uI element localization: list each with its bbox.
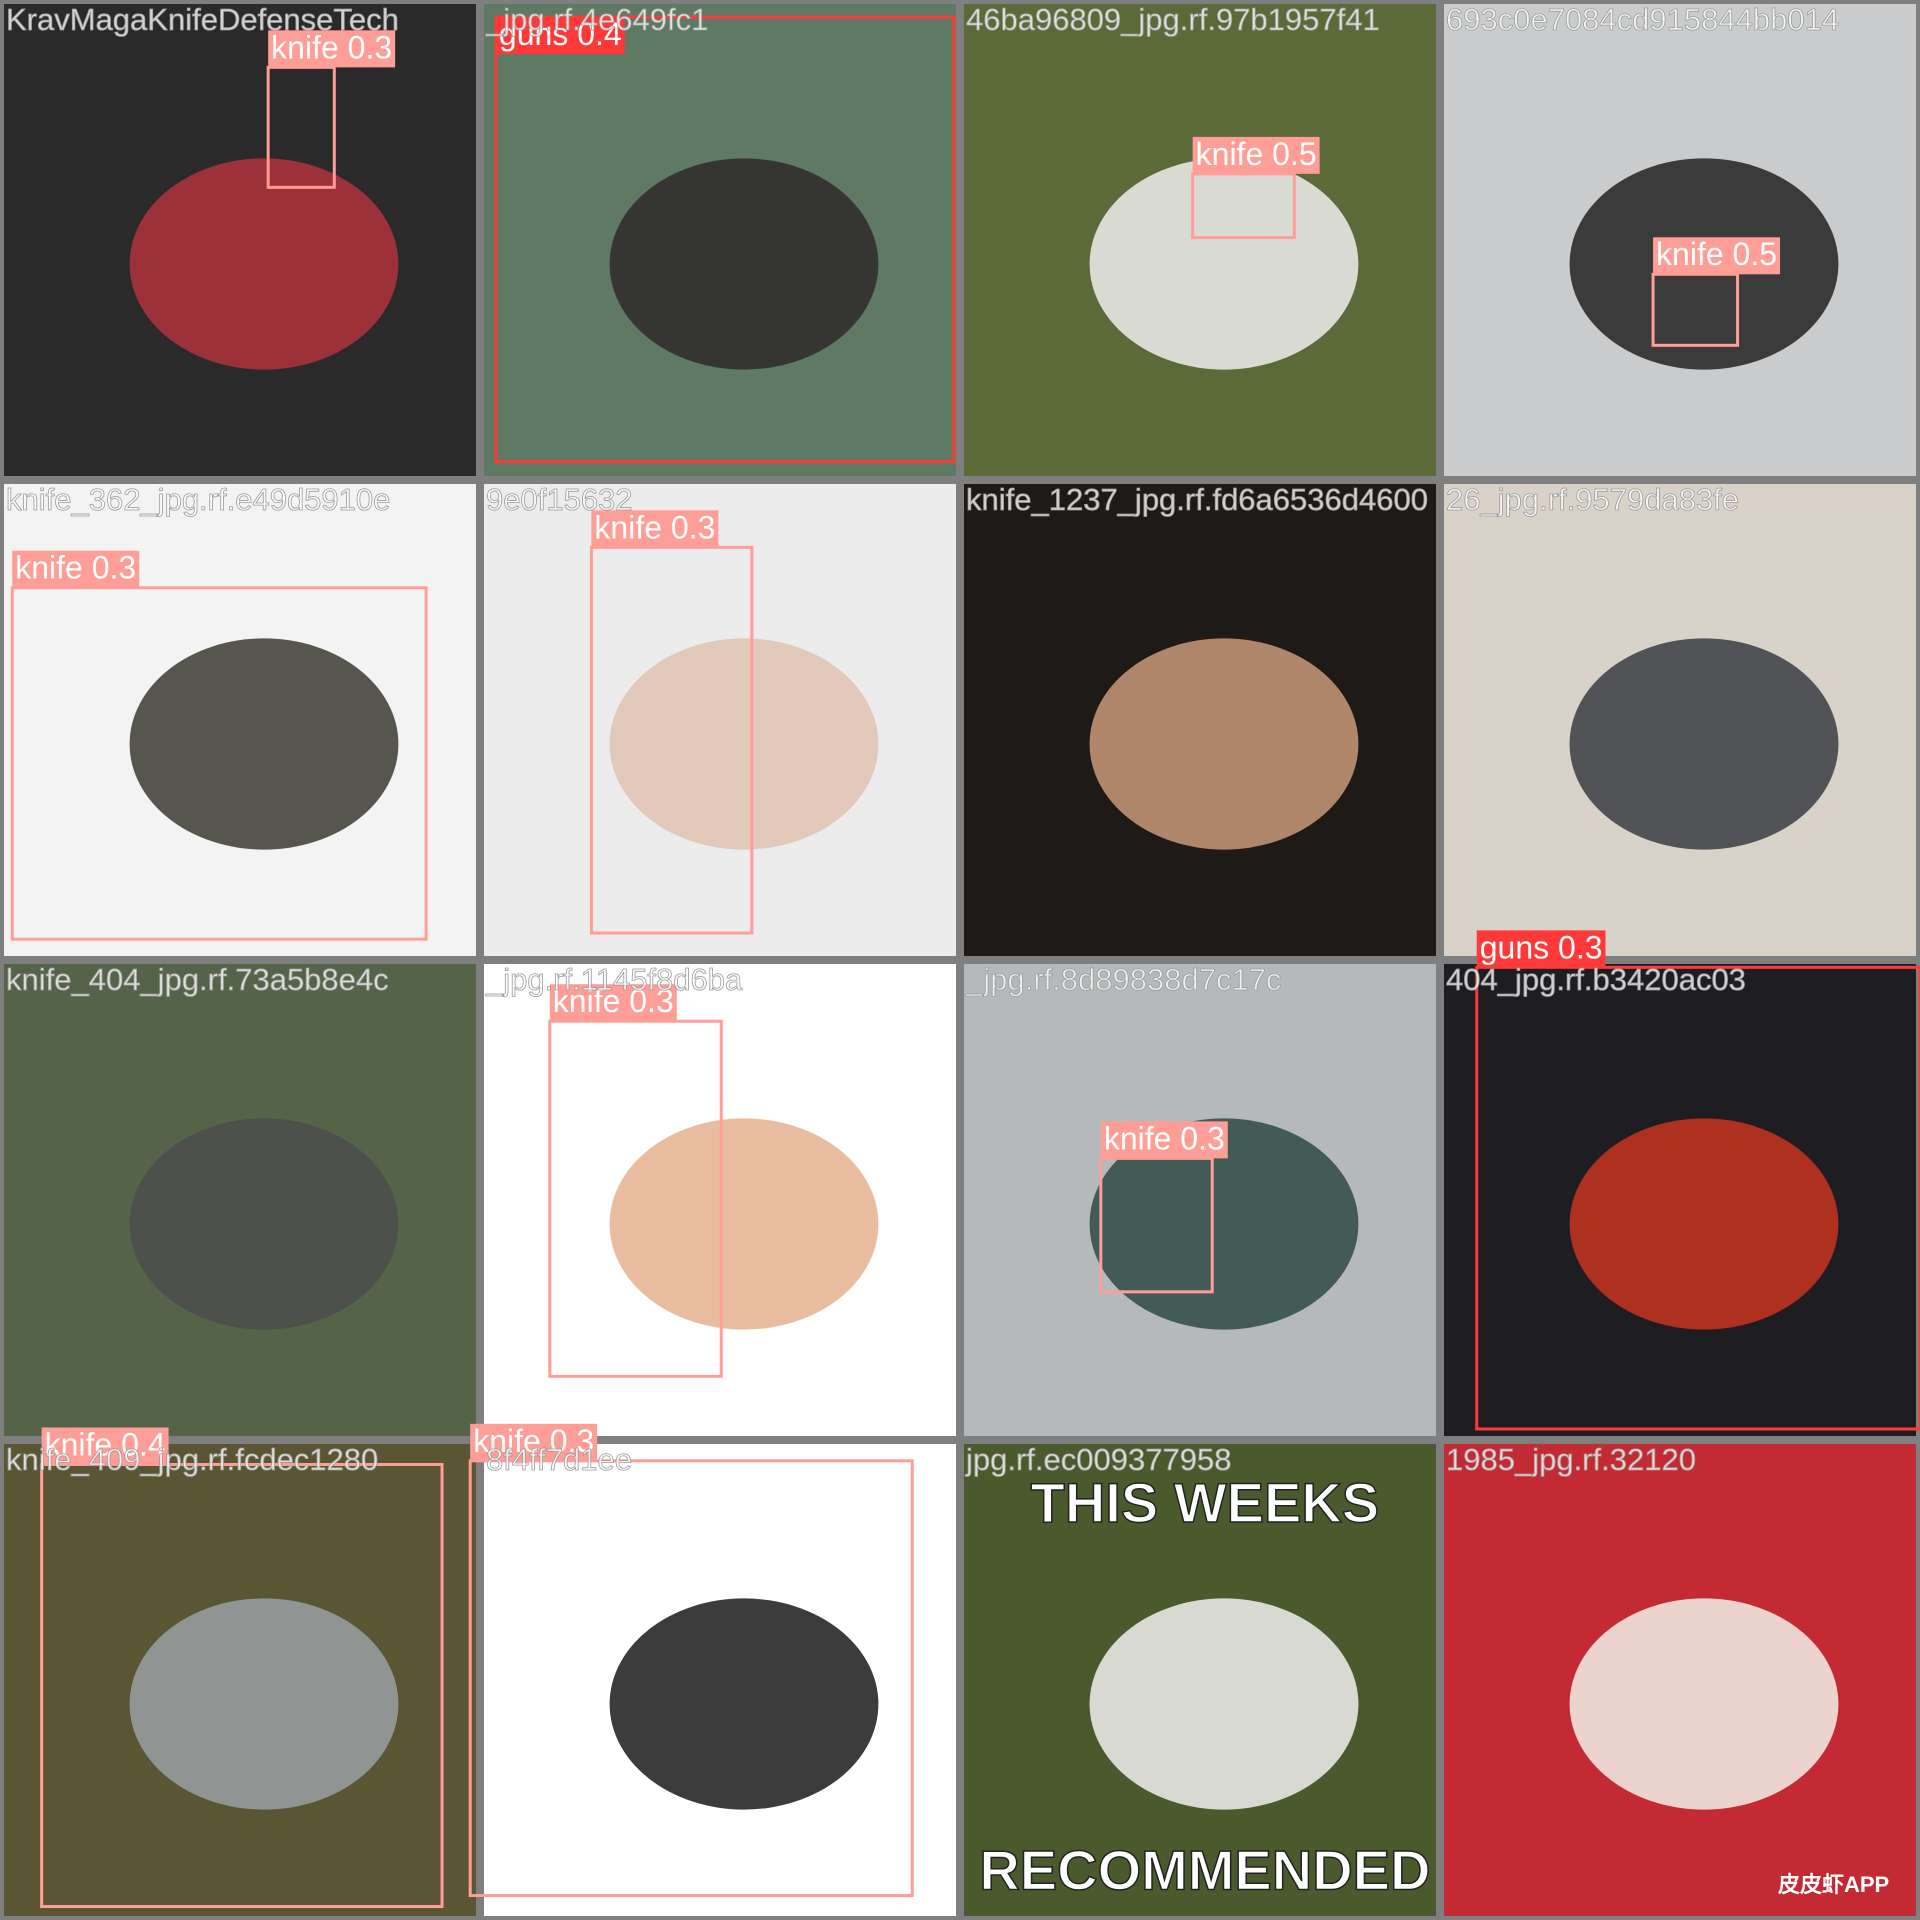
detection-label: knife 0.5	[1656, 236, 1777, 272]
tile: 皮皮虾APP	[1444, 1444, 1916, 1916]
detection-label-bg	[591, 510, 719, 548]
filename-label: 46ba96809_jpg.rf.97b1957f41	[966, 2, 1380, 37]
detection-label-bg	[470, 1423, 598, 1461]
detection-label: knife 0.3	[271, 29, 392, 65]
detection-label: knife 0.3	[553, 983, 674, 1019]
tile	[1444, 964, 1916, 1436]
image-subject	[129, 1118, 399, 1330]
detection-label: knife 0.3	[594, 509, 715, 545]
filename-label: knife_362_jpg.rf.e49d5910e	[6, 482, 390, 517]
filename-label: _jpg.rf.4e649fc1	[485, 2, 708, 37]
image-subject	[129, 1598, 399, 1810]
filename-label: 693c0e7084cd915844bb014	[1446, 2, 1839, 37]
detection-label: knife 0.3	[1104, 1120, 1225, 1156]
detection-box	[10, 586, 428, 941]
tile	[4, 4, 476, 476]
image-subject	[609, 1598, 879, 1810]
image-subject	[1569, 638, 1839, 850]
image-subject	[1569, 1118, 1839, 1330]
image-subject	[1089, 638, 1359, 850]
filename-label: _jpg.rf.8d89838d7c17c	[965, 962, 1281, 997]
detection-label-bg	[1653, 237, 1781, 275]
image-text: THIS WEEKS	[1031, 1471, 1379, 1534]
detection-label-bg	[1100, 1121, 1228, 1159]
filename-label: jpg.rf.ec009377958	[965, 1442, 1231, 1477]
detection-box	[40, 1462, 444, 1909]
tile	[964, 964, 1436, 1436]
image-subject	[609, 638, 879, 850]
filename-label: 404_jpg.rf.b3420ac03	[1446, 962, 1746, 997]
detection-label: knife 0.5	[1196, 136, 1317, 172]
detection-box	[494, 15, 956, 464]
detection-label-bg	[495, 17, 625, 55]
tile	[4, 1444, 476, 1916]
tile	[964, 484, 1436, 956]
tile	[484, 4, 956, 476]
detection-box	[468, 1459, 914, 1898]
tile	[484, 484, 956, 956]
tile	[964, 4, 1436, 476]
detection-label: guns 0.4	[499, 16, 622, 52]
detection-label-bg	[41, 1427, 169, 1465]
filename-label: knife_404_jpg.rf.73a5b8e4c	[6, 962, 389, 997]
filename-label: 26_jpg.rf.9579da83fe	[1446, 482, 1739, 517]
image-subject	[1089, 158, 1359, 370]
image-subject	[129, 638, 399, 850]
detection-label-bg	[12, 550, 140, 588]
image-subject	[1569, 1598, 1839, 1810]
image-subject	[609, 1118, 879, 1330]
detection-label-bg	[268, 30, 396, 68]
image-subject	[609, 158, 879, 370]
filename-label: knife_409_jpg.rf.fcdec1280	[6, 1442, 378, 1477]
filename-label: knife_1237_jpg.rf.fd6a6536d4600	[966, 482, 1428, 517]
image-text: RECOMMENDED	[979, 1838, 1430, 1901]
filename-label: 8f4ff7d1ee	[486, 1442, 632, 1477]
detection-box	[1475, 965, 1920, 1431]
detection-label: knife 0.3	[15, 550, 136, 586]
filename-label: 9e0f15632	[486, 482, 633, 517]
image-text: 皮皮虾APP	[1778, 1872, 1889, 1897]
detection-label: knife 0.3	[473, 1423, 594, 1459]
tile	[4, 964, 476, 1436]
detection-label: knife 0.4	[45, 1426, 166, 1462]
image-subject	[1089, 1598, 1359, 1810]
filename-label: KravMagaKnifeDefenseTech	[6, 2, 399, 37]
detection-label-bg	[1192, 136, 1320, 174]
filename-label: _jpg.rf.1145f8d6ba	[485, 962, 743, 997]
detection-label-bg	[549, 984, 677, 1022]
tile: THIS WEEKS RECOMMENDED	[964, 1444, 1436, 1916]
filename-label: 1985_jpg.rf.32120	[1446, 1442, 1696, 1477]
tile	[484, 1444, 956, 1916]
image-subject	[129, 158, 399, 370]
tile	[1444, 484, 1916, 956]
detection-label-bg	[1476, 930, 1606, 968]
detection-label: guns 0.3	[1480, 929, 1603, 965]
image-subject	[1089, 1118, 1359, 1330]
